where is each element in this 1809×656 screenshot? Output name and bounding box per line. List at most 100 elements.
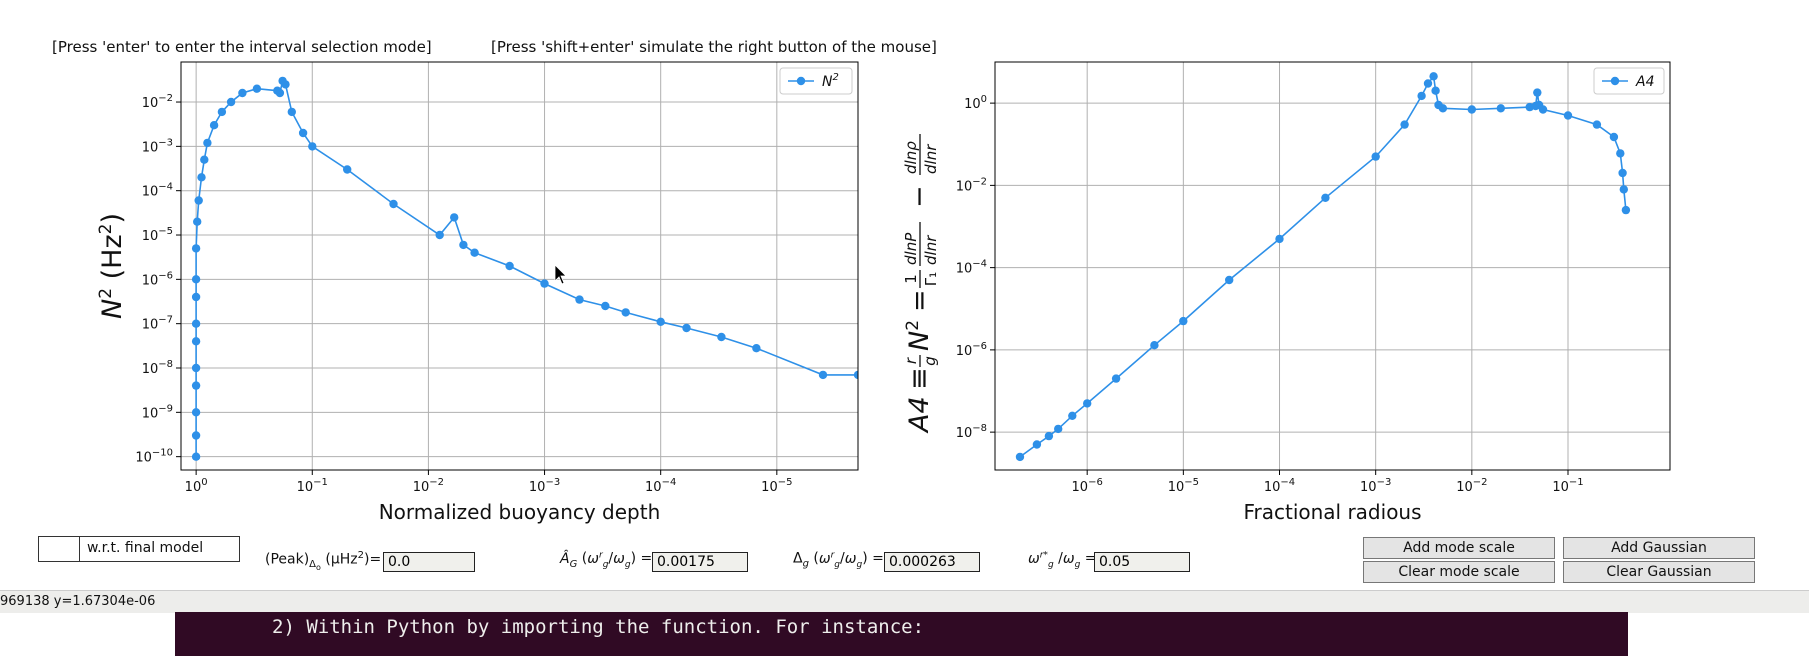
data-point — [1431, 86, 1440, 95]
legend-marker — [1610, 76, 1620, 86]
y-tick-label: 10−4 — [956, 259, 987, 277]
data-point — [1563, 111, 1573, 120]
data-point — [281, 80, 290, 89]
data-point — [1111, 374, 1121, 383]
data-point — [191, 431, 201, 440]
clear-gaussian-button[interactable]: Clear Gaussian — [1563, 561, 1755, 583]
add-mode-scale-button[interactable]: Add mode scale — [1363, 537, 1555, 559]
data-point — [1621, 205, 1631, 215]
x-tick-label: 10−4 — [1264, 477, 1295, 495]
status-bar: 969138 y=1.67304e-06 — [0, 590, 1809, 613]
ag-input[interactable] — [652, 552, 748, 572]
x-tick-label: 10−3 — [529, 477, 560, 495]
y-label-part: − — [904, 185, 935, 208]
legend-label: A4 — [1635, 74, 1654, 90]
n2-plot: 100 10−1 10−2 10−3 10−4 10−5 10−10 10−9 10−8 10−7… — [96, 61, 859, 524]
x-tick-label: 10−1 — [297, 477, 328, 495]
y-label-part: ≡ — [904, 367, 935, 390]
data-point — [1417, 91, 1426, 101]
x-axis-label: Normalized buoyancy depth — [379, 500, 661, 524]
plot-frame — [180, 61, 859, 471]
data-point — [621, 308, 630, 317]
y-label-part: dlnr — [922, 144, 940, 174]
data-point — [226, 97, 236, 107]
mouse-cursor-icon — [554, 264, 567, 285]
wrt-final-model-checkbox[interactable]: w.r.t. final model — [38, 536, 240, 562]
plot-background — [181, 62, 858, 470]
data-point — [191, 319, 201, 328]
data-point — [1321, 193, 1330, 202]
data-point — [1179, 316, 1188, 326]
dg-input[interactable] — [884, 552, 980, 572]
data-point — [238, 88, 247, 98]
data-point — [1423, 79, 1433, 88]
data-point — [435, 230, 444, 240]
data-point — [203, 138, 212, 148]
data-point — [193, 217, 202, 226]
data-point — [1068, 411, 1077, 420]
data-point — [717, 332, 726, 342]
plot-frame — [994, 61, 1671, 471]
data-point — [505, 261, 514, 271]
data-point — [1438, 104, 1448, 113]
data-point — [1032, 440, 1042, 449]
a4-plot: 10−6 10−5 10−4 10−3 10−2 10−1 10−8 10−6 10−4 10−2… — [902, 61, 1671, 524]
dg-label: Δg (ωrg/ωg) = — [793, 550, 884, 570]
y-tick-label: 10−9 — [142, 403, 173, 421]
data-point — [1150, 341, 1159, 350]
y-label-part: dlnP — [902, 232, 920, 265]
data-point — [1371, 152, 1380, 161]
data-point — [1429, 72, 1438, 81]
clear-mode-scale-button[interactable]: Clear mode scale — [1363, 561, 1555, 583]
add-gaussian-button[interactable]: Add Gaussian — [1563, 537, 1755, 559]
y-tick-label: 100 — [964, 94, 987, 112]
legend-box — [779, 67, 853, 95]
y-label-part: r — [902, 357, 920, 364]
data-point — [656, 317, 665, 326]
y-tick-label: 10−2 — [956, 176, 987, 194]
y-label-part: 1 — [902, 274, 920, 284]
data-point — [191, 292, 201, 302]
data-point — [853, 370, 858, 380]
y-tick-label: 10−5 — [142, 226, 173, 244]
legend-marker — [796, 76, 806, 86]
x-tick-label: 100 — [185, 477, 208, 495]
parameter-controls: w.r.t. final model (Peak)Δo (μHz2)= ÂG (… — [0, 532, 1809, 588]
data-point — [252, 84, 262, 93]
x-tick-label: 10−5 — [761, 477, 792, 495]
x-tick-label: 10−2 — [1456, 477, 1487, 495]
terminal-line: 2) Within Python by importing the functi… — [272, 616, 925, 638]
data-point — [1618, 168, 1627, 178]
data-point — [1609, 132, 1619, 142]
data-point — [1054, 424, 1063, 434]
x-tick-label: 10−4 — [645, 477, 676, 495]
data-point — [217, 107, 227, 117]
peak-input[interactable] — [383, 552, 475, 572]
series-group — [191, 76, 858, 461]
wg-input[interactable] — [1094, 552, 1190, 572]
peak-label: (Peak)Δo (μHz2)= — [265, 550, 382, 573]
data-point — [209, 121, 219, 130]
data-point — [818, 370, 828, 380]
data-point — [389, 199, 398, 209]
y-tick-label: 10−8 — [142, 359, 173, 377]
y-label-part: dlnr — [922, 235, 940, 265]
x-tick-label: 10−2 — [413, 477, 444, 495]
data-point — [200, 155, 209, 164]
series-group — [1015, 72, 1631, 462]
y-label-part: dlnρ — [902, 141, 920, 174]
data-point — [575, 295, 584, 304]
data-point — [1533, 88, 1542, 97]
data-point — [1496, 104, 1506, 113]
data-point — [191, 363, 201, 373]
checkbox-square[interactable] — [39, 537, 80, 561]
data-point — [752, 344, 761, 353]
x-tick-label: 10−3 — [1360, 477, 1391, 495]
data-point — [1083, 399, 1092, 408]
cursor-coordinates: 969138 y=1.67304e-06 — [0, 594, 156, 609]
data-point — [470, 248, 479, 257]
y-label-part: N2 — [903, 320, 935, 351]
chart-area[interactable]: 100 10−1 10−2 10−3 10−4 10−5 10−10 10−9 10−8 10−7… — [0, 0, 1809, 530]
data-point — [287, 107, 296, 117]
data-point — [191, 337, 201, 346]
